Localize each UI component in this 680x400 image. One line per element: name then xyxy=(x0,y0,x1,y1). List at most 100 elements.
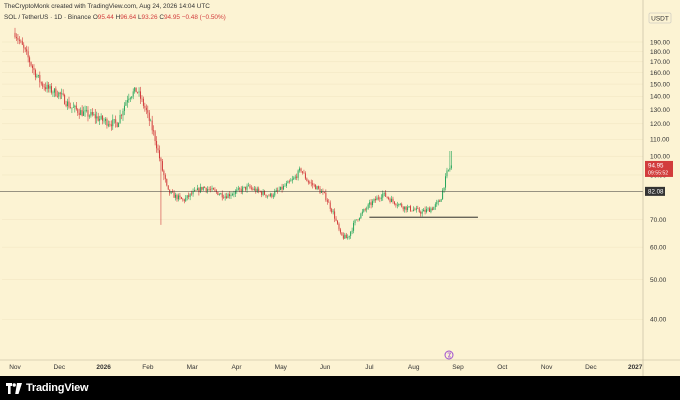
candle-body xyxy=(90,112,92,116)
candle-body xyxy=(322,191,324,193)
candle xyxy=(224,193,226,201)
candle xyxy=(91,108,93,117)
candle-body xyxy=(374,198,376,201)
candle-body xyxy=(404,206,406,210)
candle-body xyxy=(131,96,133,98)
candle-body xyxy=(331,208,333,213)
candle xyxy=(207,186,209,194)
candle-body xyxy=(288,181,290,182)
candle xyxy=(326,198,328,205)
candle xyxy=(104,117,106,125)
event-icon[interactable] xyxy=(444,350,454,360)
candle xyxy=(192,188,194,197)
candle-body xyxy=(230,195,232,197)
candle xyxy=(433,206,435,210)
candle xyxy=(107,120,109,128)
candle xyxy=(440,198,442,202)
candle-body xyxy=(123,105,125,111)
candle-body xyxy=(96,116,98,119)
low-label: L xyxy=(137,14,142,21)
candle xyxy=(58,91,60,100)
price-chart[interactable]: 190.00 180.00 170.00 160.00 150.00 140.00 130.… xyxy=(0,0,680,376)
chart-canvas[interactable]: 190.00 180.00 170.00 160.00 150.00 140.00 130.… xyxy=(0,0,680,376)
candle-body xyxy=(214,189,216,191)
x-tick-label: Nov xyxy=(541,364,553,371)
candle-body xyxy=(315,184,317,190)
candle xyxy=(274,188,276,198)
candle xyxy=(150,118,152,122)
candle-body xyxy=(160,158,162,162)
candle xyxy=(288,179,290,184)
candle-body xyxy=(283,186,285,190)
candle xyxy=(202,186,204,191)
candle xyxy=(415,205,417,213)
candle-body xyxy=(389,198,391,203)
y-tick-label: 120.00 xyxy=(650,121,670,128)
candle-body xyxy=(67,101,69,107)
candle-body xyxy=(440,199,442,202)
candle-body xyxy=(237,188,239,190)
candle-body xyxy=(442,190,444,200)
candle xyxy=(96,111,98,124)
candle xyxy=(294,174,296,180)
candle xyxy=(83,106,85,117)
y-axis[interactable]: 190.00 180.00 170.00 160.00 150.00 140.00 130.… xyxy=(650,39,670,323)
candle xyxy=(55,86,57,97)
candle xyxy=(64,93,66,105)
candle-body xyxy=(137,92,139,93)
candle xyxy=(304,171,306,181)
candle-body xyxy=(243,186,245,188)
candle-body xyxy=(360,213,362,219)
candle-body xyxy=(223,197,225,199)
candle-body xyxy=(91,112,93,115)
candle xyxy=(145,104,147,115)
candle xyxy=(424,206,426,215)
candle-body xyxy=(188,195,190,197)
candle xyxy=(360,212,362,220)
candle-body xyxy=(256,188,258,192)
candle-body xyxy=(21,41,23,45)
candle-body xyxy=(65,104,67,107)
candle xyxy=(126,95,128,108)
candle xyxy=(69,102,71,109)
candle-body xyxy=(355,219,357,221)
candle xyxy=(221,190,223,201)
candle xyxy=(67,98,69,110)
candle-body xyxy=(175,194,177,198)
candle-body xyxy=(239,188,241,190)
candle xyxy=(383,192,385,197)
candle xyxy=(258,186,260,194)
candle-body xyxy=(369,202,371,205)
tradingview-logo[interactable]: TradingView xyxy=(6,382,89,394)
candle xyxy=(167,185,169,190)
candle xyxy=(265,194,267,199)
candle-body xyxy=(430,208,432,212)
candle-body xyxy=(183,199,185,202)
candle xyxy=(148,110,150,127)
candle-body xyxy=(48,84,50,89)
candle xyxy=(196,184,198,191)
candle-body xyxy=(316,186,318,190)
x-axis[interactable]: Nov Dec 2026 Feb Mar Apr May Jun Jul Aug Sep Oct Nov… xyxy=(9,364,643,371)
candle-body xyxy=(170,191,172,194)
candle-body xyxy=(147,110,149,113)
candle-body xyxy=(393,201,395,204)
candle-body xyxy=(56,95,58,97)
symbol-label[interactable]: SOL / TetherUS · 1D · Binance xyxy=(4,14,92,21)
candle-body xyxy=(431,208,433,210)
candle-body xyxy=(242,187,244,192)
candle xyxy=(137,91,139,94)
candle-body xyxy=(388,197,390,199)
candle-body xyxy=(207,189,209,191)
x-tick-label: Jun xyxy=(320,364,331,371)
candle xyxy=(374,196,376,203)
candle-body xyxy=(269,193,271,197)
candle-body xyxy=(26,49,28,52)
candle-body xyxy=(357,219,359,221)
x-tick-label: Jul xyxy=(365,364,374,371)
candle xyxy=(363,208,365,213)
currency-label[interactable]: USDT xyxy=(648,12,672,24)
candle-body xyxy=(234,191,236,194)
candle-body xyxy=(325,192,327,201)
candle-body xyxy=(109,124,111,126)
